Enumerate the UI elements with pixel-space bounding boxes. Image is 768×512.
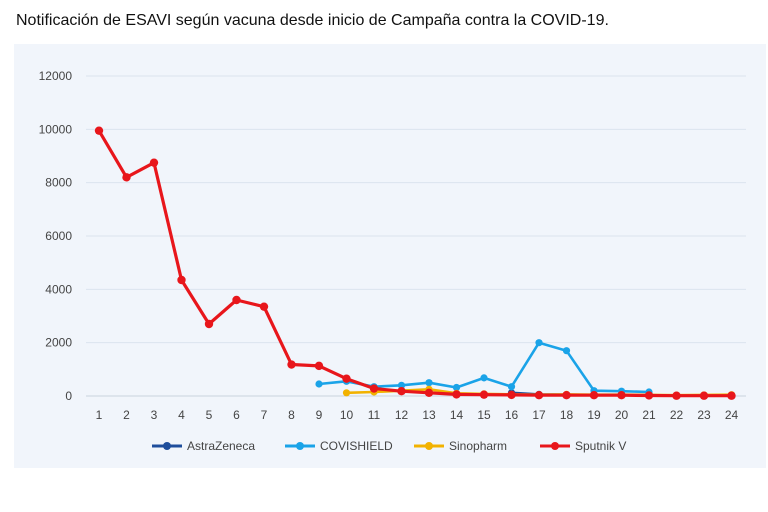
data-point (424, 388, 434, 397)
data-point (644, 391, 654, 400)
data-point (727, 391, 736, 400)
data-point (425, 379, 433, 387)
series-line (317, 341, 651, 394)
x-tick-label: 22 (670, 408, 684, 422)
x-tick-label: 24 (725, 408, 739, 422)
x-tick-label: 1 (96, 408, 103, 422)
data-point (314, 361, 324, 371)
data-point (342, 374, 351, 383)
y-tick-label: 8000 (45, 176, 72, 190)
y-tick-label: 10000 (39, 122, 73, 136)
data-point (204, 319, 214, 329)
data-point (397, 387, 406, 396)
data-point (507, 390, 516, 400)
x-tick-label: 5 (206, 408, 213, 422)
data-point (589, 391, 599, 400)
data-point (149, 158, 159, 167)
legend-label: Sinopharm (449, 439, 507, 453)
x-tick-label: 17 (532, 408, 546, 422)
x-tick-label: 4 (178, 408, 185, 422)
legend-label: Sputnik V (575, 439, 626, 453)
data-point (562, 347, 571, 355)
series-line (97, 129, 734, 398)
x-tick-label: 19 (587, 408, 601, 422)
x-tick-label: 12 (395, 408, 409, 422)
data-point (122, 173, 131, 182)
data-point (232, 295, 241, 305)
legend-marker (551, 442, 559, 450)
data-point (535, 339, 543, 347)
x-tick-label: 21 (642, 408, 656, 422)
data-point (617, 391, 626, 400)
legend-marker (163, 442, 171, 450)
data-point (452, 390, 461, 399)
data-point (397, 381, 406, 389)
y-tick-label: 12000 (39, 69, 73, 83)
x-tick-label: 18 (560, 408, 574, 422)
chart-title: Notificación de ESAVI según vacuna desde… (16, 12, 609, 29)
legend-marker (425, 442, 433, 450)
data-point (369, 384, 379, 393)
data-point (342, 389, 351, 397)
legend-label: AstraZeneca (187, 439, 255, 453)
x-tick-label: 8 (288, 408, 295, 422)
x-tick-label: 10 (340, 408, 354, 422)
data-point (259, 302, 269, 311)
data-point (177, 275, 186, 285)
data-point (479, 390, 489, 399)
x-tick-label: 15 (477, 408, 491, 422)
y-tick-label: 0 (65, 389, 72, 403)
x-tick-label: 14 (450, 408, 464, 422)
x-tick-label: 9 (316, 408, 323, 422)
data-point (672, 391, 681, 400)
legend-label: COVISHIELD (320, 439, 393, 453)
x-tick-label: 6 (233, 408, 240, 422)
data-point (480, 374, 488, 382)
x-tick-label: 16 (505, 408, 519, 422)
data-point (94, 126, 104, 135)
y-tick-label: 4000 (45, 282, 72, 296)
legend-marker (296, 442, 304, 450)
x-tick-label: 20 (615, 408, 629, 422)
data-point (562, 391, 571, 400)
y-tick-label: 2000 (45, 336, 72, 350)
x-tick-label: 3 (151, 408, 158, 422)
x-tick-label: 2 (123, 408, 130, 422)
data-point (534, 391, 544, 400)
x-tick-label: 23 (697, 408, 711, 422)
y-tick-label: 6000 (45, 229, 72, 243)
x-tick-label: 11 (368, 408, 381, 422)
data-point (452, 383, 461, 392)
plot-panel (14, 44, 766, 468)
data-point (507, 383, 516, 391)
x-tick-label: 13 (422, 408, 436, 422)
data-point (287, 360, 296, 369)
x-tick-label: 7 (261, 408, 268, 422)
data-point (699, 391, 709, 400)
data-point (315, 380, 323, 388)
